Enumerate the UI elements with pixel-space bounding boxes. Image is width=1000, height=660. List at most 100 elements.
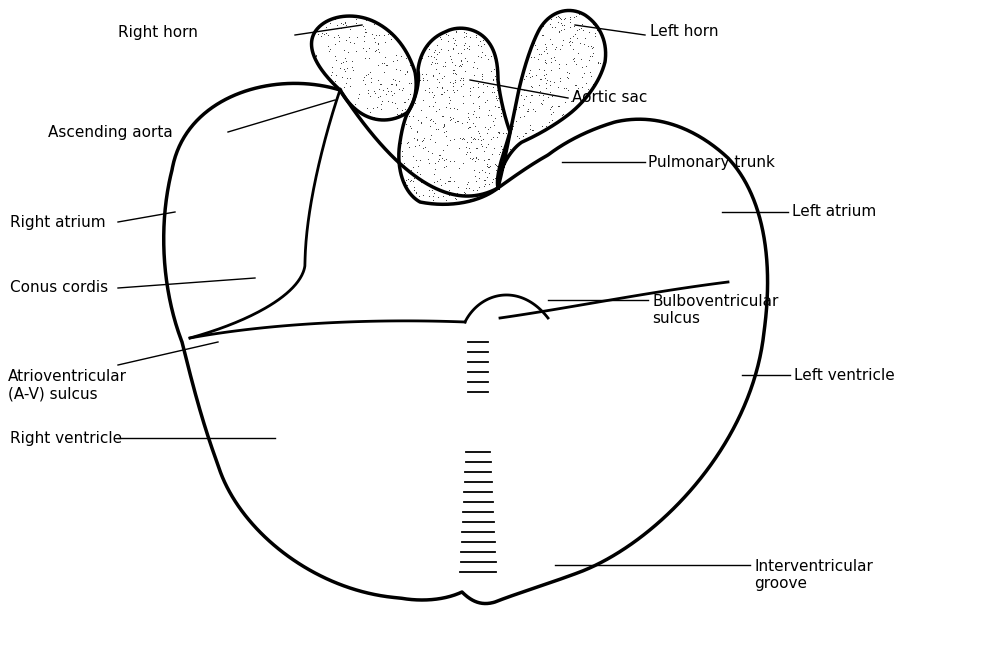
Point (483, 134, 499, 145)
Point (415, 135, 431, 146)
Point (529, 44, 545, 54)
Point (542, 19, 558, 30)
Point (372, 79, 388, 89)
Point (371, 46, 387, 57)
Point (357, 24, 373, 35)
Point (529, 44, 545, 54)
Point (414, 136, 430, 147)
Point (551, 11, 567, 22)
Point (397, 104, 413, 115)
Point (479, 81, 495, 91)
Point (336, 82, 352, 92)
Point (431, 104, 447, 114)
Point (435, 61, 451, 71)
Point (361, 43, 377, 53)
Point (476, 154, 492, 165)
Point (556, 24, 572, 34)
Point (463, 194, 479, 205)
Point (538, 78, 554, 88)
Point (360, 69, 376, 80)
Point (437, 57, 453, 67)
Point (456, 44, 472, 54)
Point (557, 13, 573, 24)
Point (435, 145, 451, 156)
Point (410, 114, 426, 125)
Point (554, 112, 570, 122)
Point (332, 63, 348, 73)
Point (552, 76, 568, 86)
Point (426, 46, 442, 57)
Point (462, 121, 478, 132)
Point (401, 141, 417, 152)
Point (351, 88, 367, 99)
Point (433, 88, 449, 99)
Point (479, 159, 495, 170)
Point (318, 21, 334, 32)
Point (406, 185, 422, 195)
Point (434, 83, 450, 94)
Point (380, 28, 396, 39)
Point (361, 53, 377, 63)
Point (476, 145, 492, 156)
Point (406, 132, 422, 143)
Point (438, 131, 454, 141)
Point (463, 137, 479, 148)
Point (471, 100, 487, 111)
Point (542, 104, 558, 114)
Point (483, 110, 499, 120)
Point (538, 58, 554, 69)
Point (313, 31, 329, 42)
Point (445, 84, 461, 95)
Point (461, 41, 477, 51)
Point (468, 153, 484, 164)
Point (559, 72, 575, 82)
Point (431, 104, 447, 114)
Point (589, 25, 605, 36)
Point (344, 56, 360, 67)
Point (469, 185, 485, 195)
Point (447, 116, 463, 127)
Point (477, 187, 493, 197)
Point (465, 109, 481, 119)
Text: Ascending aorta: Ascending aorta (48, 125, 173, 139)
Point (399, 66, 415, 77)
Point (367, 88, 383, 98)
Point (344, 62, 360, 73)
Point (393, 108, 409, 118)
Point (427, 137, 443, 147)
Point (457, 52, 473, 63)
Point (441, 189, 457, 200)
Point (411, 73, 427, 83)
Point (462, 86, 478, 97)
Point (447, 59, 463, 70)
Point (554, 20, 570, 30)
Point (523, 52, 539, 63)
Point (472, 36, 488, 46)
Point (525, 125, 541, 136)
Point (370, 92, 386, 102)
Point (409, 127, 425, 137)
Point (561, 67, 577, 78)
Point (393, 138, 409, 148)
Point (460, 108, 476, 118)
Point (520, 106, 536, 116)
Point (481, 153, 497, 164)
Point (445, 113, 461, 123)
Point (374, 58, 390, 69)
Point (429, 82, 445, 92)
Point (411, 140, 427, 150)
Point (320, 30, 336, 40)
Point (406, 173, 422, 183)
Point (415, 190, 431, 201)
Point (370, 44, 386, 55)
Point (538, 121, 554, 131)
Point (436, 71, 452, 81)
Point (410, 69, 426, 80)
Point (517, 127, 533, 138)
Point (525, 130, 541, 141)
Point (414, 53, 430, 63)
Point (578, 61, 594, 71)
Point (480, 139, 496, 149)
Point (465, 184, 481, 195)
Point (434, 88, 450, 99)
